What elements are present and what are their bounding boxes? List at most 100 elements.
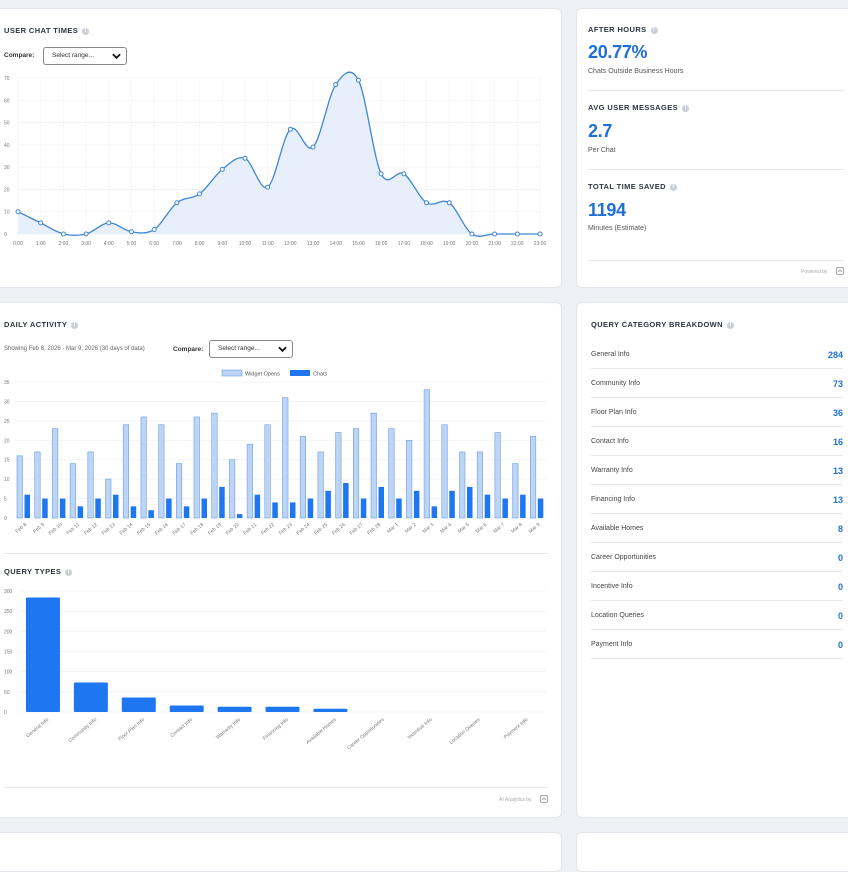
x-tick-label: 11:00: [262, 241, 274, 247]
breakdown-value: 0: [837, 582, 843, 592]
bar-widget-opens: [140, 416, 147, 519]
y-tick-label: 35: [4, 380, 10, 386]
breakdown-row: Financing Info 13: [591, 485, 843, 514]
breakdown-label: Payment Info: [591, 641, 633, 648]
info-icon[interactable]: i: [682, 104, 690, 112]
y-tick-label: 0: [4, 232, 7, 238]
bar-widget-opens: [476, 451, 484, 519]
bar-widget-opens: [423, 389, 430, 519]
breakdown-card: QUERY CATEGORY BREAKDOWN i General Info 28…: [576, 302, 848, 818]
info-icon[interactable]: i: [65, 568, 73, 576]
y-tick-label: 0: [4, 710, 7, 716]
bar-chats: [413, 490, 420, 518]
data-point: [333, 82, 339, 88]
y-tick-label: 150: [4, 650, 13, 656]
data-point: [378, 171, 384, 177]
breakdown-value: 16: [832, 437, 843, 447]
data-point: [537, 231, 543, 237]
bar-widget-opens: [459, 451, 466, 519]
bar-widget-opens: [158, 424, 165, 519]
x-tick-label: General Info: [25, 717, 50, 739]
data-point: [151, 227, 157, 233]
x-tick-label: 16:00: [375, 241, 388, 247]
daily-activity-title: DAILY ACTIVITY i: [4, 320, 79, 329]
x-tick-label: 14:00: [329, 241, 342, 247]
avg-messages-title: AVG USER MESSAGES i: [588, 103, 690, 112]
bar-query-type: [265, 706, 300, 712]
x-tick-label: 12:00: [284, 241, 297, 247]
bar-widget-opens: [176, 463, 183, 519]
legend-label: Widget Opens: [245, 372, 280, 378]
brand-logo-icon: [540, 795, 548, 803]
time-saved-sub: Minutes (Estimate): [588, 225, 647, 232]
x-tick-label: Feb 19: [207, 522, 223, 537]
bar-chats: [360, 498, 367, 518]
info-icon[interactable]: i: [650, 26, 658, 34]
bar-chats: [272, 502, 278, 518]
breakdown-value: 8: [837, 524, 843, 534]
chart-area-fill: [18, 72, 540, 237]
bar-chats: [484, 494, 491, 518]
compare-range-select[interactable]: Select range...: [209, 340, 293, 358]
breakdown-label: Warranty Info: [591, 467, 633, 474]
x-tick-label: Feb 11: [66, 522, 82, 537]
breakdown-row: Floor Plan Info 36: [591, 398, 843, 427]
divider: [588, 260, 844, 261]
x-tick-label: Feb 21: [242, 522, 258, 537]
x-tick-label: Feb 18: [189, 522, 205, 537]
stats-card: AFTER HOURS i 20.77% Chats Outside Busine…: [576, 8, 848, 288]
y-tick-label: 0: [4, 516, 7, 522]
chat-times-title: USER CHAT TIMES i: [4, 26, 90, 35]
chevron-down-icon: [112, 53, 121, 60]
y-tick-label: 60: [4, 98, 10, 104]
bar-chats: [378, 486, 384, 518]
ai-analytics-text: AI Analytics by: [499, 797, 532, 803]
x-tick-label: 22:00: [511, 241, 524, 247]
x-tick-label: 10:00: [239, 241, 252, 247]
bar-widget-opens: [335, 432, 342, 519]
data-point: [242, 155, 248, 161]
y-tick-label: 20: [4, 187, 10, 193]
y-tick-label: 20: [4, 438, 10, 444]
breakdown-row: Warranty Info 13: [591, 456, 843, 485]
breakdown-label: Contact Info: [591, 438, 629, 445]
data-point: [492, 231, 498, 237]
x-tick-label: 17:00: [398, 241, 411, 247]
breakdown-value: 13: [832, 495, 843, 505]
info-icon[interactable]: i: [669, 183, 677, 191]
bar-widget-opens: [211, 412, 218, 519]
y-tick-label: 100: [4, 670, 13, 676]
compare-range-select[interactable]: Select range...: [43, 47, 127, 65]
x-tick-label: Mar 1: [386, 522, 400, 535]
bar-query-type: [169, 705, 204, 712]
data-point: [60, 231, 66, 237]
breakdown-label: Community Info: [591, 380, 641, 387]
x-tick-label: 4:00: [104, 241, 114, 247]
info-icon[interactable]: i: [726, 321, 734, 329]
x-tick-label: 23:00: [534, 241, 547, 247]
bar-chats: [236, 514, 243, 518]
after-hours-value: 20.77%: [588, 42, 648, 62]
info-icon[interactable]: i: [71, 321, 79, 329]
divider: [4, 787, 548, 788]
data-point: [83, 231, 89, 237]
y-tick-label: 250: [4, 609, 13, 615]
x-tick-label: Feb 8: [14, 522, 28, 535]
info-icon[interactable]: i: [82, 27, 90, 35]
x-tick-label: Floor Plan Info: [117, 717, 146, 743]
divider: [588, 90, 844, 91]
y-tick-label: 25: [4, 419, 10, 425]
breakdown-row: Community Info 73: [591, 369, 843, 398]
daily-activity-chart: 0 5 10 15 20 25 30 35 Widget Opens Chats Feb 8 Feb …: [4, 369, 546, 537]
data-point: [514, 231, 520, 237]
data-point: [174, 200, 180, 206]
breakdown-value: 36: [832, 408, 843, 418]
breakdown-value: 284: [827, 350, 843, 360]
chat-times-card: USER CHAT TIMES i Compare: Select range..…: [0, 8, 562, 288]
powered-by-text: Powered by: [801, 269, 828, 275]
bar-widget-opens: [317, 451, 324, 519]
data-point: [287, 126, 293, 132]
breakdown-label: General Info: [591, 351, 630, 358]
x-tick-label: Feb 13: [101, 522, 117, 537]
y-tick-label: 200: [4, 629, 13, 635]
